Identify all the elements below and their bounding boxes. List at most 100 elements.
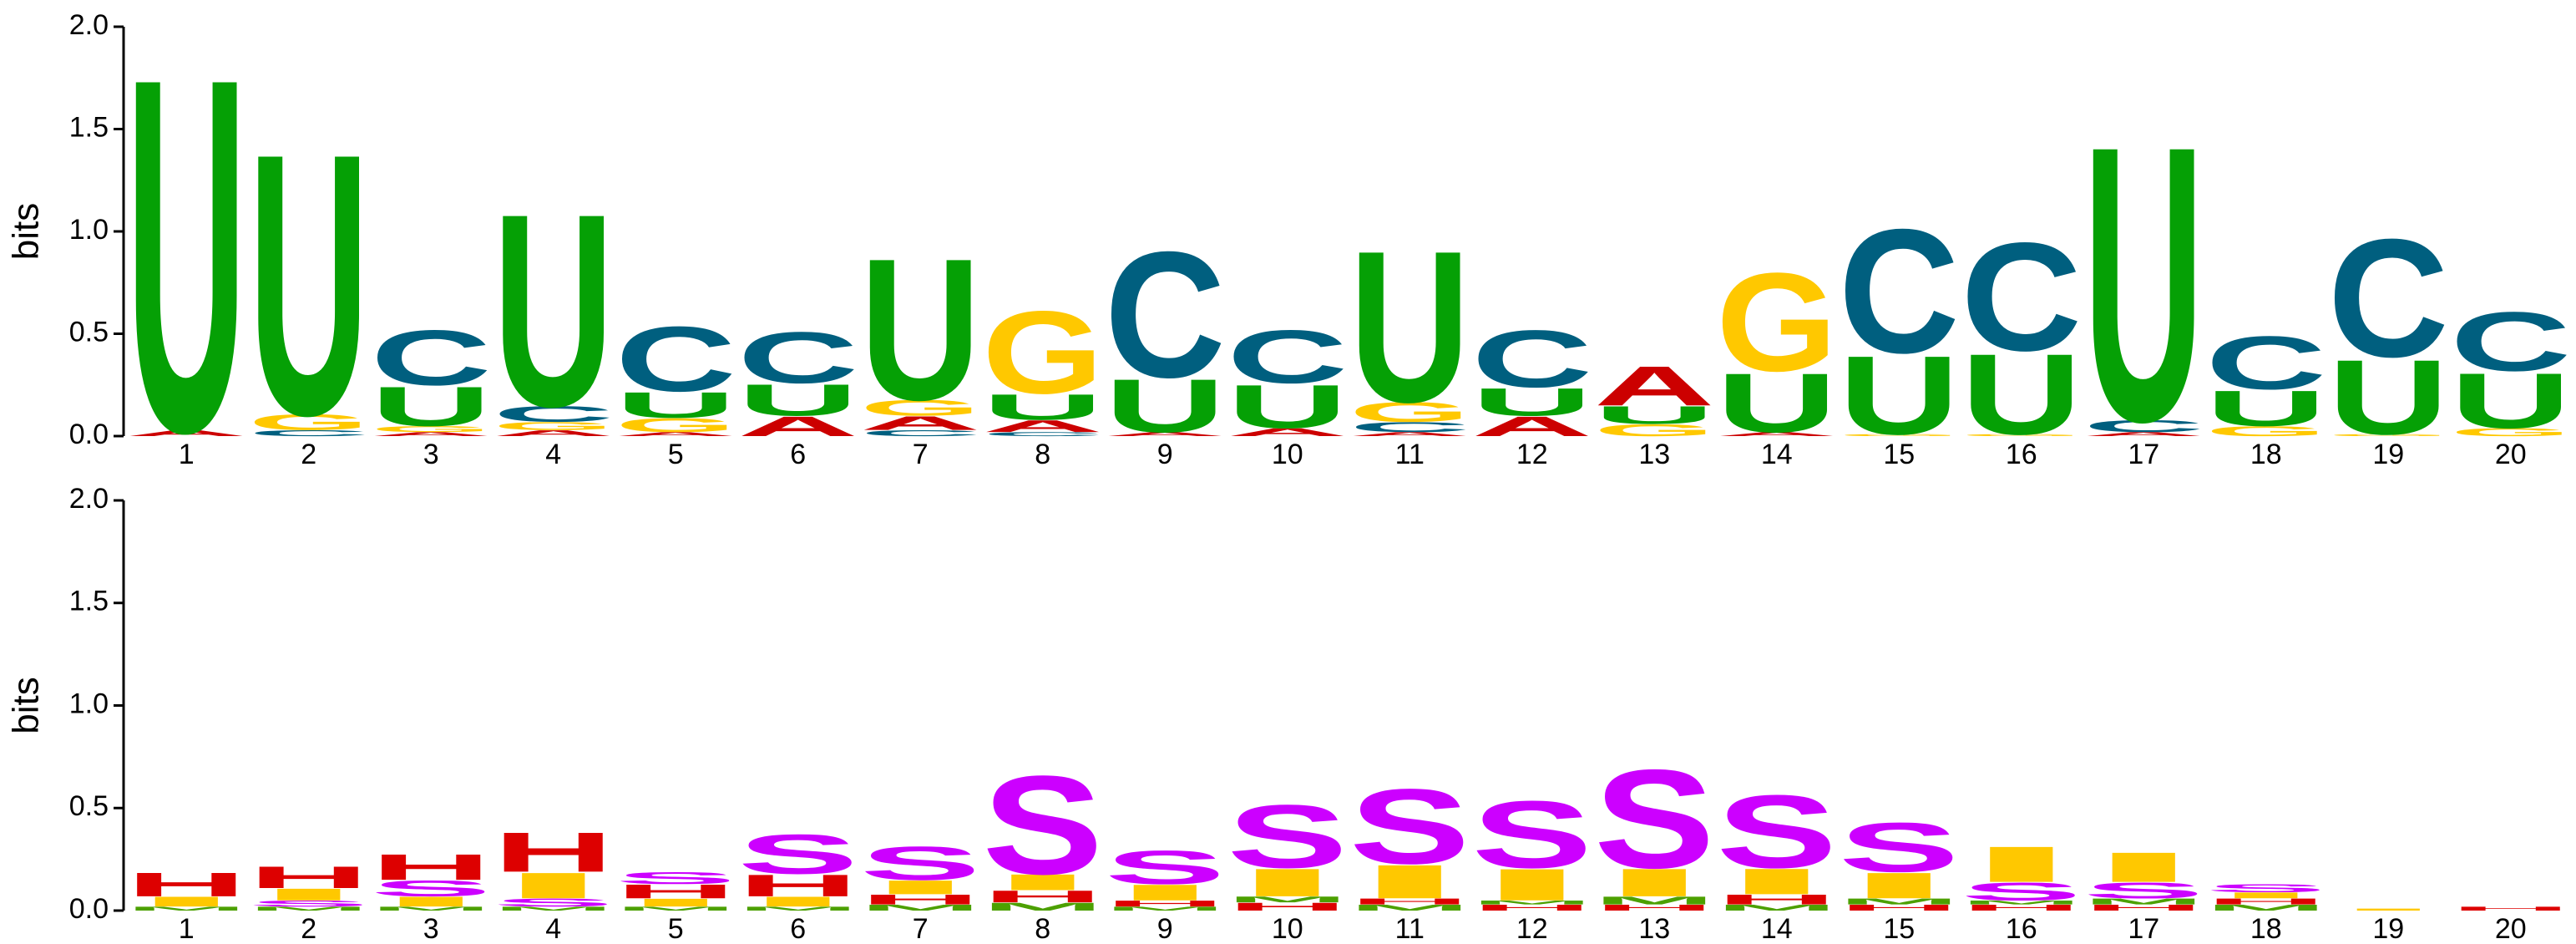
logo-letter: U: [1594, 401, 1715, 429]
logo-letter: G: [1594, 421, 1715, 440]
y-axis-label: bits: [6, 203, 47, 260]
logo-letter: H: [2083, 903, 2204, 912]
x-tick-label: 18: [2250, 439, 2282, 470]
x-tick-label: 11: [1395, 913, 1425, 944]
logo-letter: C: [2205, 320, 2326, 405]
logo-letter: H: [1716, 891, 1837, 907]
logo-letter: H: [1961, 903, 2082, 912]
logo-letter: G: [982, 287, 1103, 419]
x-tick-label: 1: [179, 439, 195, 470]
logo-letter: M: [126, 906, 247, 912]
logo-letter: H: [2205, 896, 2326, 906]
y-tick-label: 0.0: [69, 893, 109, 925]
logo-letter: I: [1961, 836, 2082, 893]
logo-letter: M: [1105, 906, 1226, 912]
logo-letter: C: [248, 429, 369, 438]
logo-letter: M: [860, 903, 981, 912]
x-tick-label: 6: [790, 439, 806, 470]
x-tick-label: 8: [1035, 913, 1050, 944]
x-tick-label: 1: [179, 913, 195, 944]
logo-letter: I: [126, 894, 247, 910]
x-tick-label: 2: [301, 913, 316, 944]
y-tick-label: 2.0: [69, 483, 109, 515]
x-tick-label: 11: [1395, 439, 1425, 470]
y-tick-label: 0.5: [69, 790, 109, 822]
logo-letter: S: [860, 837, 981, 891]
x-tick-label: 17: [2128, 913, 2159, 944]
logo-letter: H: [371, 847, 492, 888]
logo-letter: S: [1471, 781, 1592, 888]
logo-letter: U: [1961, 330, 2082, 459]
logo-letter: C: [2083, 417, 2204, 436]
logo-letter: I: [1349, 855, 1470, 909]
logo-letter: M: [1349, 903, 1470, 912]
logo-letter: M: [371, 906, 492, 912]
logo-letter: M: [493, 906, 614, 912]
logo-letter: C: [1961, 211, 2082, 383]
logo-letter: H: [1471, 903, 1592, 912]
logo-letter: S: [248, 899, 369, 908]
logo-letter: C: [1227, 314, 1348, 399]
y-tick-label: 2.0: [69, 9, 109, 41]
logo-letter: S: [1349, 767, 1470, 886]
logo-letter: H: [1227, 901, 1348, 913]
logo-letter: S: [615, 869, 736, 888]
logo-letter: C: [371, 313, 492, 401]
logo-letter: G: [493, 420, 614, 433]
x-tick-label: 15: [1883, 913, 1915, 944]
x-tick-label: 9: [1157, 439, 1173, 470]
x-tick-label: 4: [545, 913, 561, 944]
logo-letter: G: [615, 414, 736, 436]
logo-letter: C: [1839, 193, 1960, 390]
logo-letter: H: [982, 887, 1103, 906]
logo-letter: I: [1105, 881, 1226, 906]
logo-letter: U: [1716, 357, 1837, 450]
logo-letter: A: [982, 417, 1103, 436]
logo-letter: U: [737, 375, 858, 425]
logo-letter: S: [1105, 841, 1226, 895]
logo-letter: S: [1839, 809, 1960, 887]
x-tick-label: 5: [668, 439, 684, 470]
x-tick-label: 12: [1516, 439, 1548, 470]
logo-letter: S: [2083, 878, 2204, 903]
logo-letter: I: [2083, 845, 2204, 891]
x-tick-label: 5: [668, 913, 684, 944]
logo-letter: I: [493, 865, 614, 906]
logo-letter: G: [860, 396, 981, 421]
x-tick-label: 4: [545, 439, 561, 470]
x-tick-label: 13: [1638, 439, 1670, 470]
logo-letter: I: [371, 894, 492, 910]
logo-letter: A: [1594, 355, 1715, 418]
logo-letter: U: [615, 384, 736, 425]
logo-letter: U: [860, 217, 981, 444]
x-tick-label: 16: [2006, 439, 2037, 470]
x-tick-label: 16: [2006, 913, 2037, 944]
logo-letter: S: [1594, 741, 1715, 898]
y-tick-label: 0.0: [69, 419, 109, 450]
logo-letter: I: [737, 894, 858, 910]
logo-letter: M: [1839, 896, 1960, 906]
logo-letter: I: [860, 876, 981, 898]
logo-letter: C: [2450, 295, 2571, 388]
y-axis-label: bits: [6, 677, 47, 733]
logo-letter: C: [860, 429, 981, 438]
logo-letter: I: [615, 896, 736, 909]
x-tick-label: 10: [1272, 439, 1303, 470]
logo-letter: G: [1961, 434, 2082, 437]
logo-letter: S: [371, 876, 492, 901]
logo-letter: U: [1471, 380, 1592, 424]
logo-letter: G: [2328, 434, 2449, 437]
logo-letter: H: [126, 865, 247, 903]
x-tick-label: 7: [913, 439, 929, 470]
logo-letter: C: [615, 307, 736, 411]
logo-letter: G: [1716, 245, 1837, 401]
logo-letter: U: [371, 375, 492, 438]
logo-letter: C: [1105, 214, 1226, 414]
logo-letter: S: [493, 896, 614, 909]
logo-letter: H: [860, 891, 981, 907]
logo-letter: A: [1105, 431, 1226, 438]
logo-letter: A: [493, 429, 614, 438]
logo-letter: A: [860, 413, 981, 434]
logo-letter: U: [493, 157, 614, 464]
x-tick-label: 9: [1157, 913, 1173, 944]
